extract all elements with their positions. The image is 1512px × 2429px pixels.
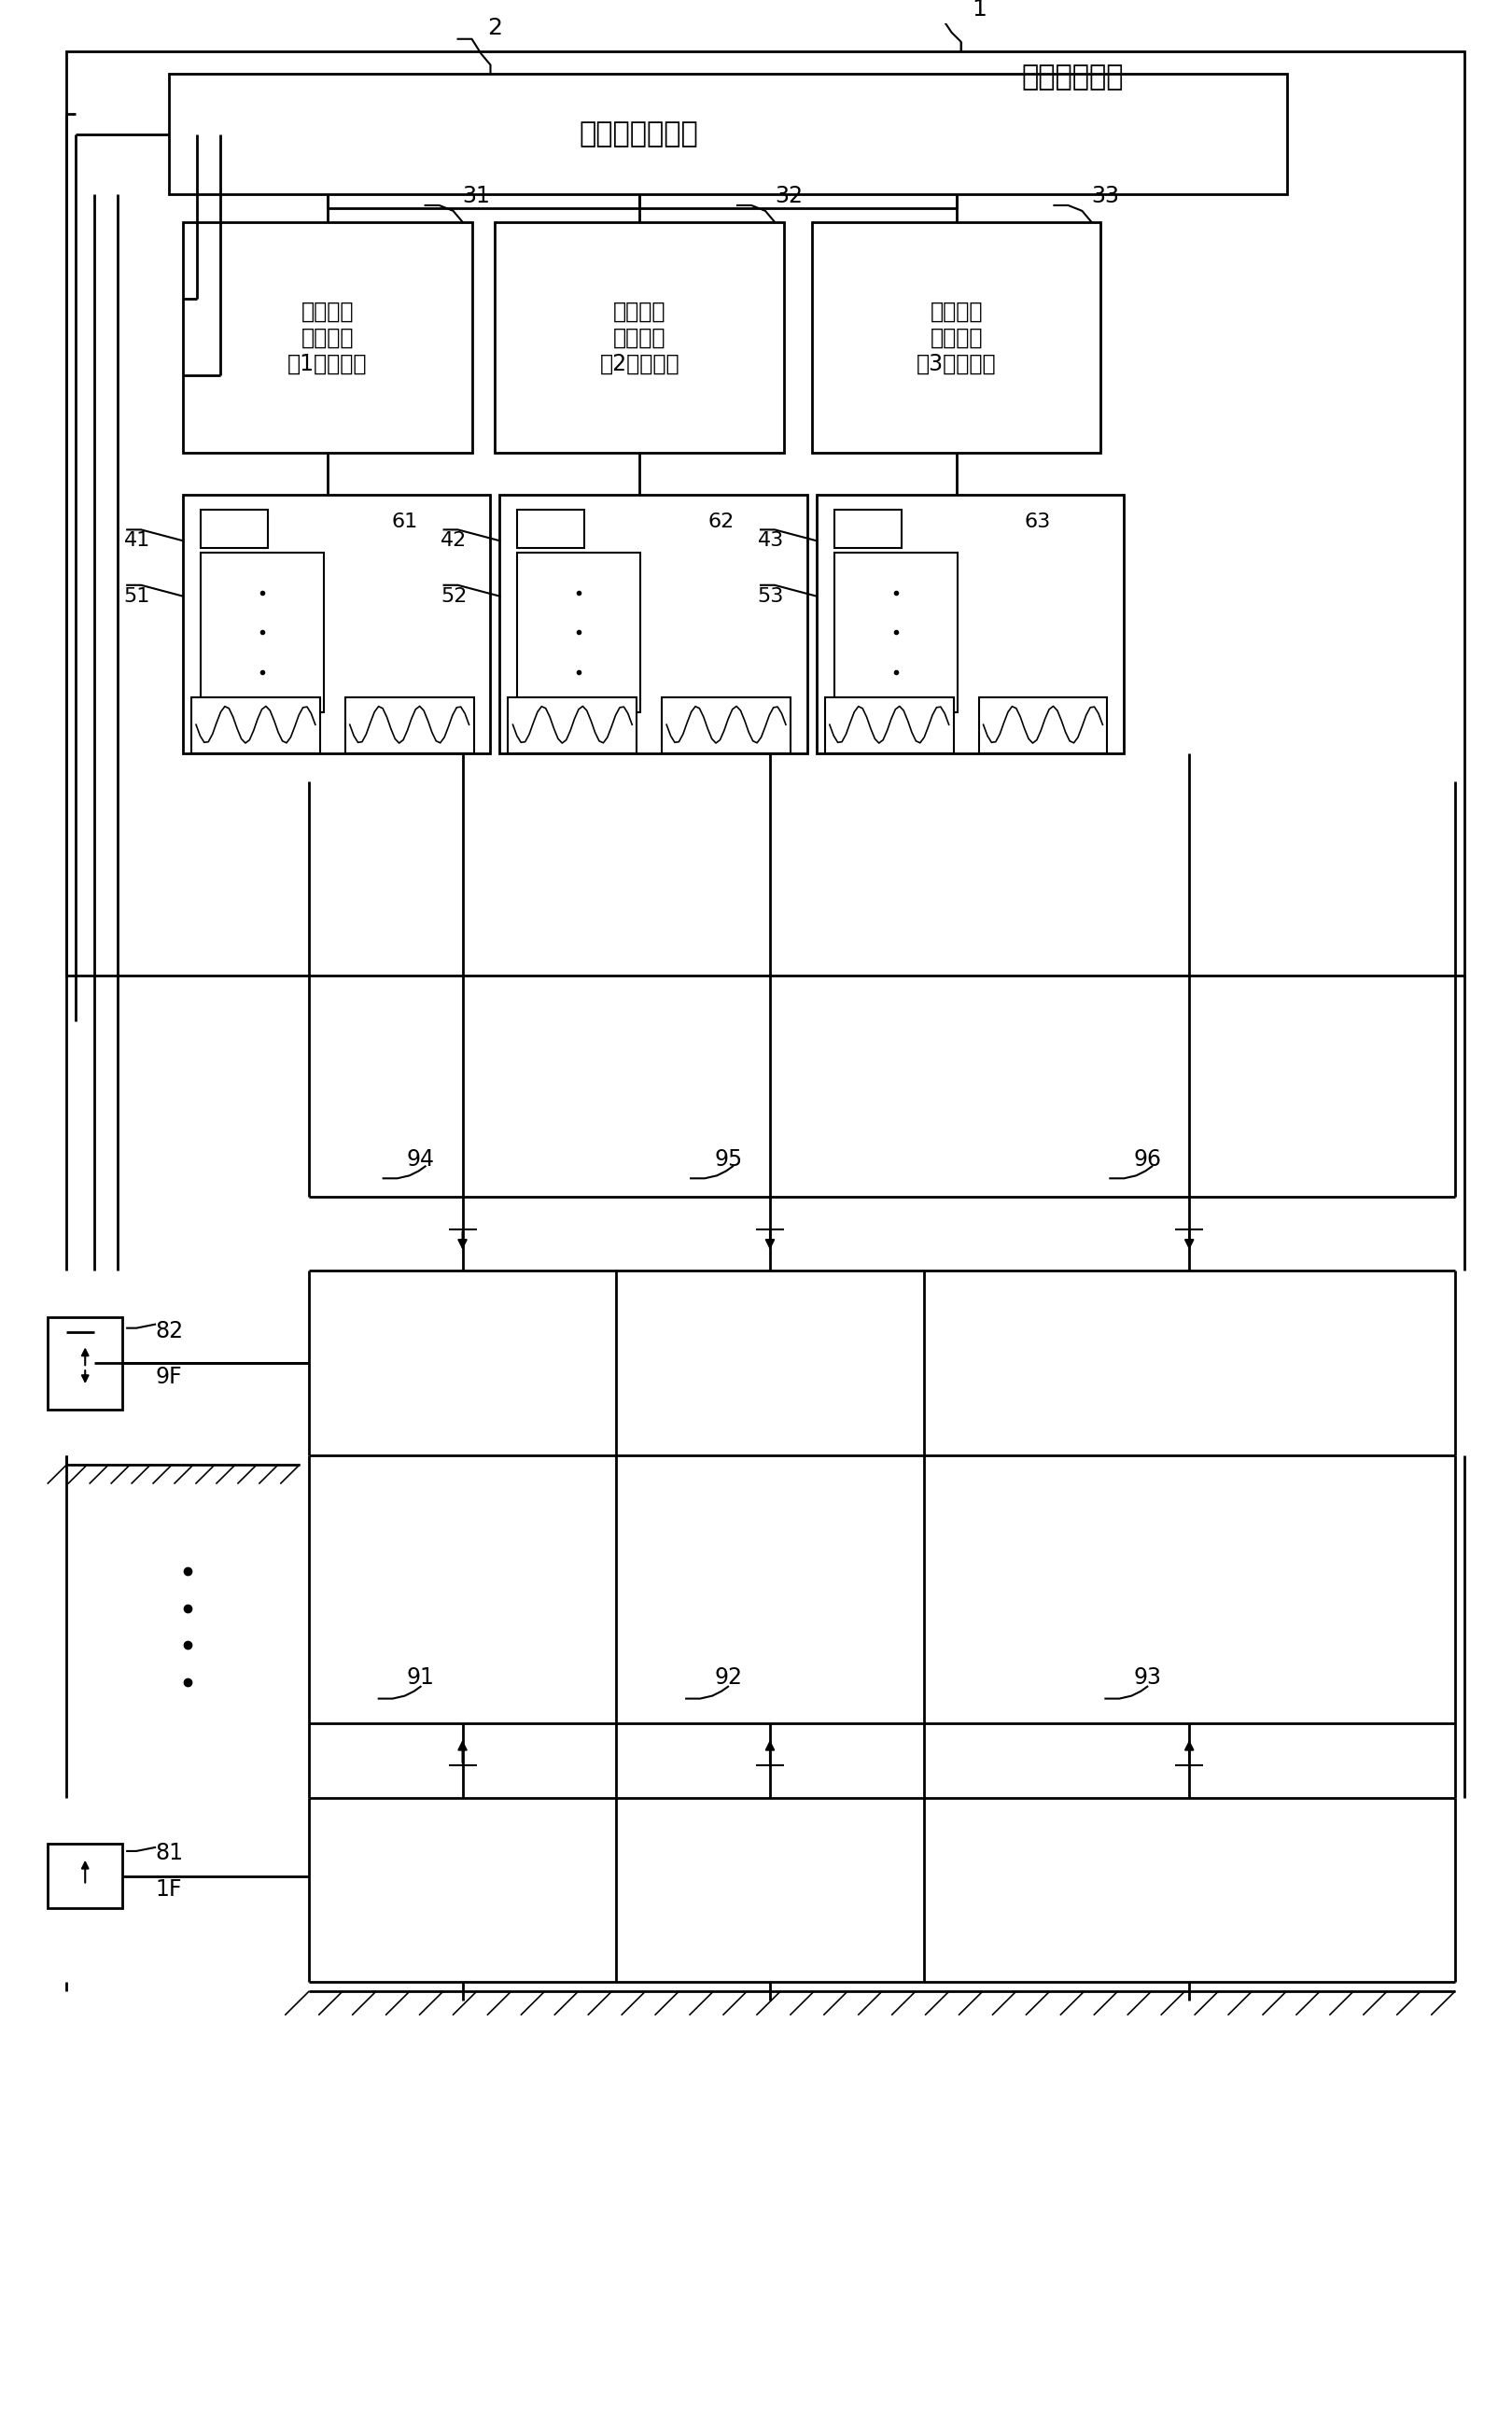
Text: 91: 91 xyxy=(407,1666,434,1688)
Bar xyxy=(835,510,901,549)
Text: 群管理控制装置: 群管理控制装置 xyxy=(579,121,699,148)
Bar xyxy=(978,697,1107,753)
Text: 53: 53 xyxy=(758,588,783,605)
Text: 93: 93 xyxy=(1134,1666,1161,1688)
Bar xyxy=(183,496,490,753)
Text: 62: 62 xyxy=(708,513,735,532)
Bar xyxy=(345,697,473,753)
Bar xyxy=(192,697,321,753)
Text: 81: 81 xyxy=(156,1841,183,1863)
Text: 96: 96 xyxy=(1134,1149,1161,1171)
Bar xyxy=(494,221,783,452)
Text: 单体电梯
控制装置
（1号电梯）: 单体电梯 控制装置 （1号电梯） xyxy=(287,301,367,374)
Bar xyxy=(183,221,472,452)
Text: 1F: 1F xyxy=(156,1878,181,1902)
Text: 9F: 9F xyxy=(156,1365,181,1389)
Bar xyxy=(816,496,1123,753)
Text: 电梯控制装置: 电梯控制装置 xyxy=(1022,63,1123,90)
Bar xyxy=(48,1317,122,1409)
Bar xyxy=(201,554,324,712)
Text: 32: 32 xyxy=(774,185,803,206)
Bar xyxy=(835,554,957,712)
Bar xyxy=(508,697,637,753)
Text: 33: 33 xyxy=(1092,185,1119,206)
Bar xyxy=(48,1844,122,1909)
Bar xyxy=(826,697,954,753)
Bar xyxy=(500,496,807,753)
Text: 31: 31 xyxy=(463,185,490,206)
Text: 单体电梯
控制装置
（2号电梯）: 单体电梯 控制装置 （2号电梯） xyxy=(600,301,679,374)
Text: 单体电梯
控制装置
（3号电梯）: 单体电梯 控制装置 （3号电梯） xyxy=(916,301,996,374)
Bar xyxy=(201,510,268,549)
Text: 1: 1 xyxy=(972,0,987,19)
Bar xyxy=(662,697,791,753)
Bar xyxy=(517,554,641,712)
Bar xyxy=(812,221,1101,452)
Text: 51: 51 xyxy=(124,588,150,605)
Text: 41: 41 xyxy=(124,532,150,549)
Text: 95: 95 xyxy=(714,1149,742,1171)
Text: 63: 63 xyxy=(1025,513,1051,532)
Bar xyxy=(517,510,585,549)
Bar xyxy=(67,51,1464,974)
Text: 2: 2 xyxy=(488,17,502,39)
Text: 42: 42 xyxy=(442,532,467,549)
Text: 52: 52 xyxy=(440,588,467,605)
Text: 92: 92 xyxy=(714,1666,742,1688)
Text: 82: 82 xyxy=(156,1319,183,1343)
Text: 43: 43 xyxy=(758,532,783,549)
Text: 94: 94 xyxy=(407,1149,434,1171)
Text: 61: 61 xyxy=(392,513,417,532)
Bar xyxy=(169,75,1287,194)
